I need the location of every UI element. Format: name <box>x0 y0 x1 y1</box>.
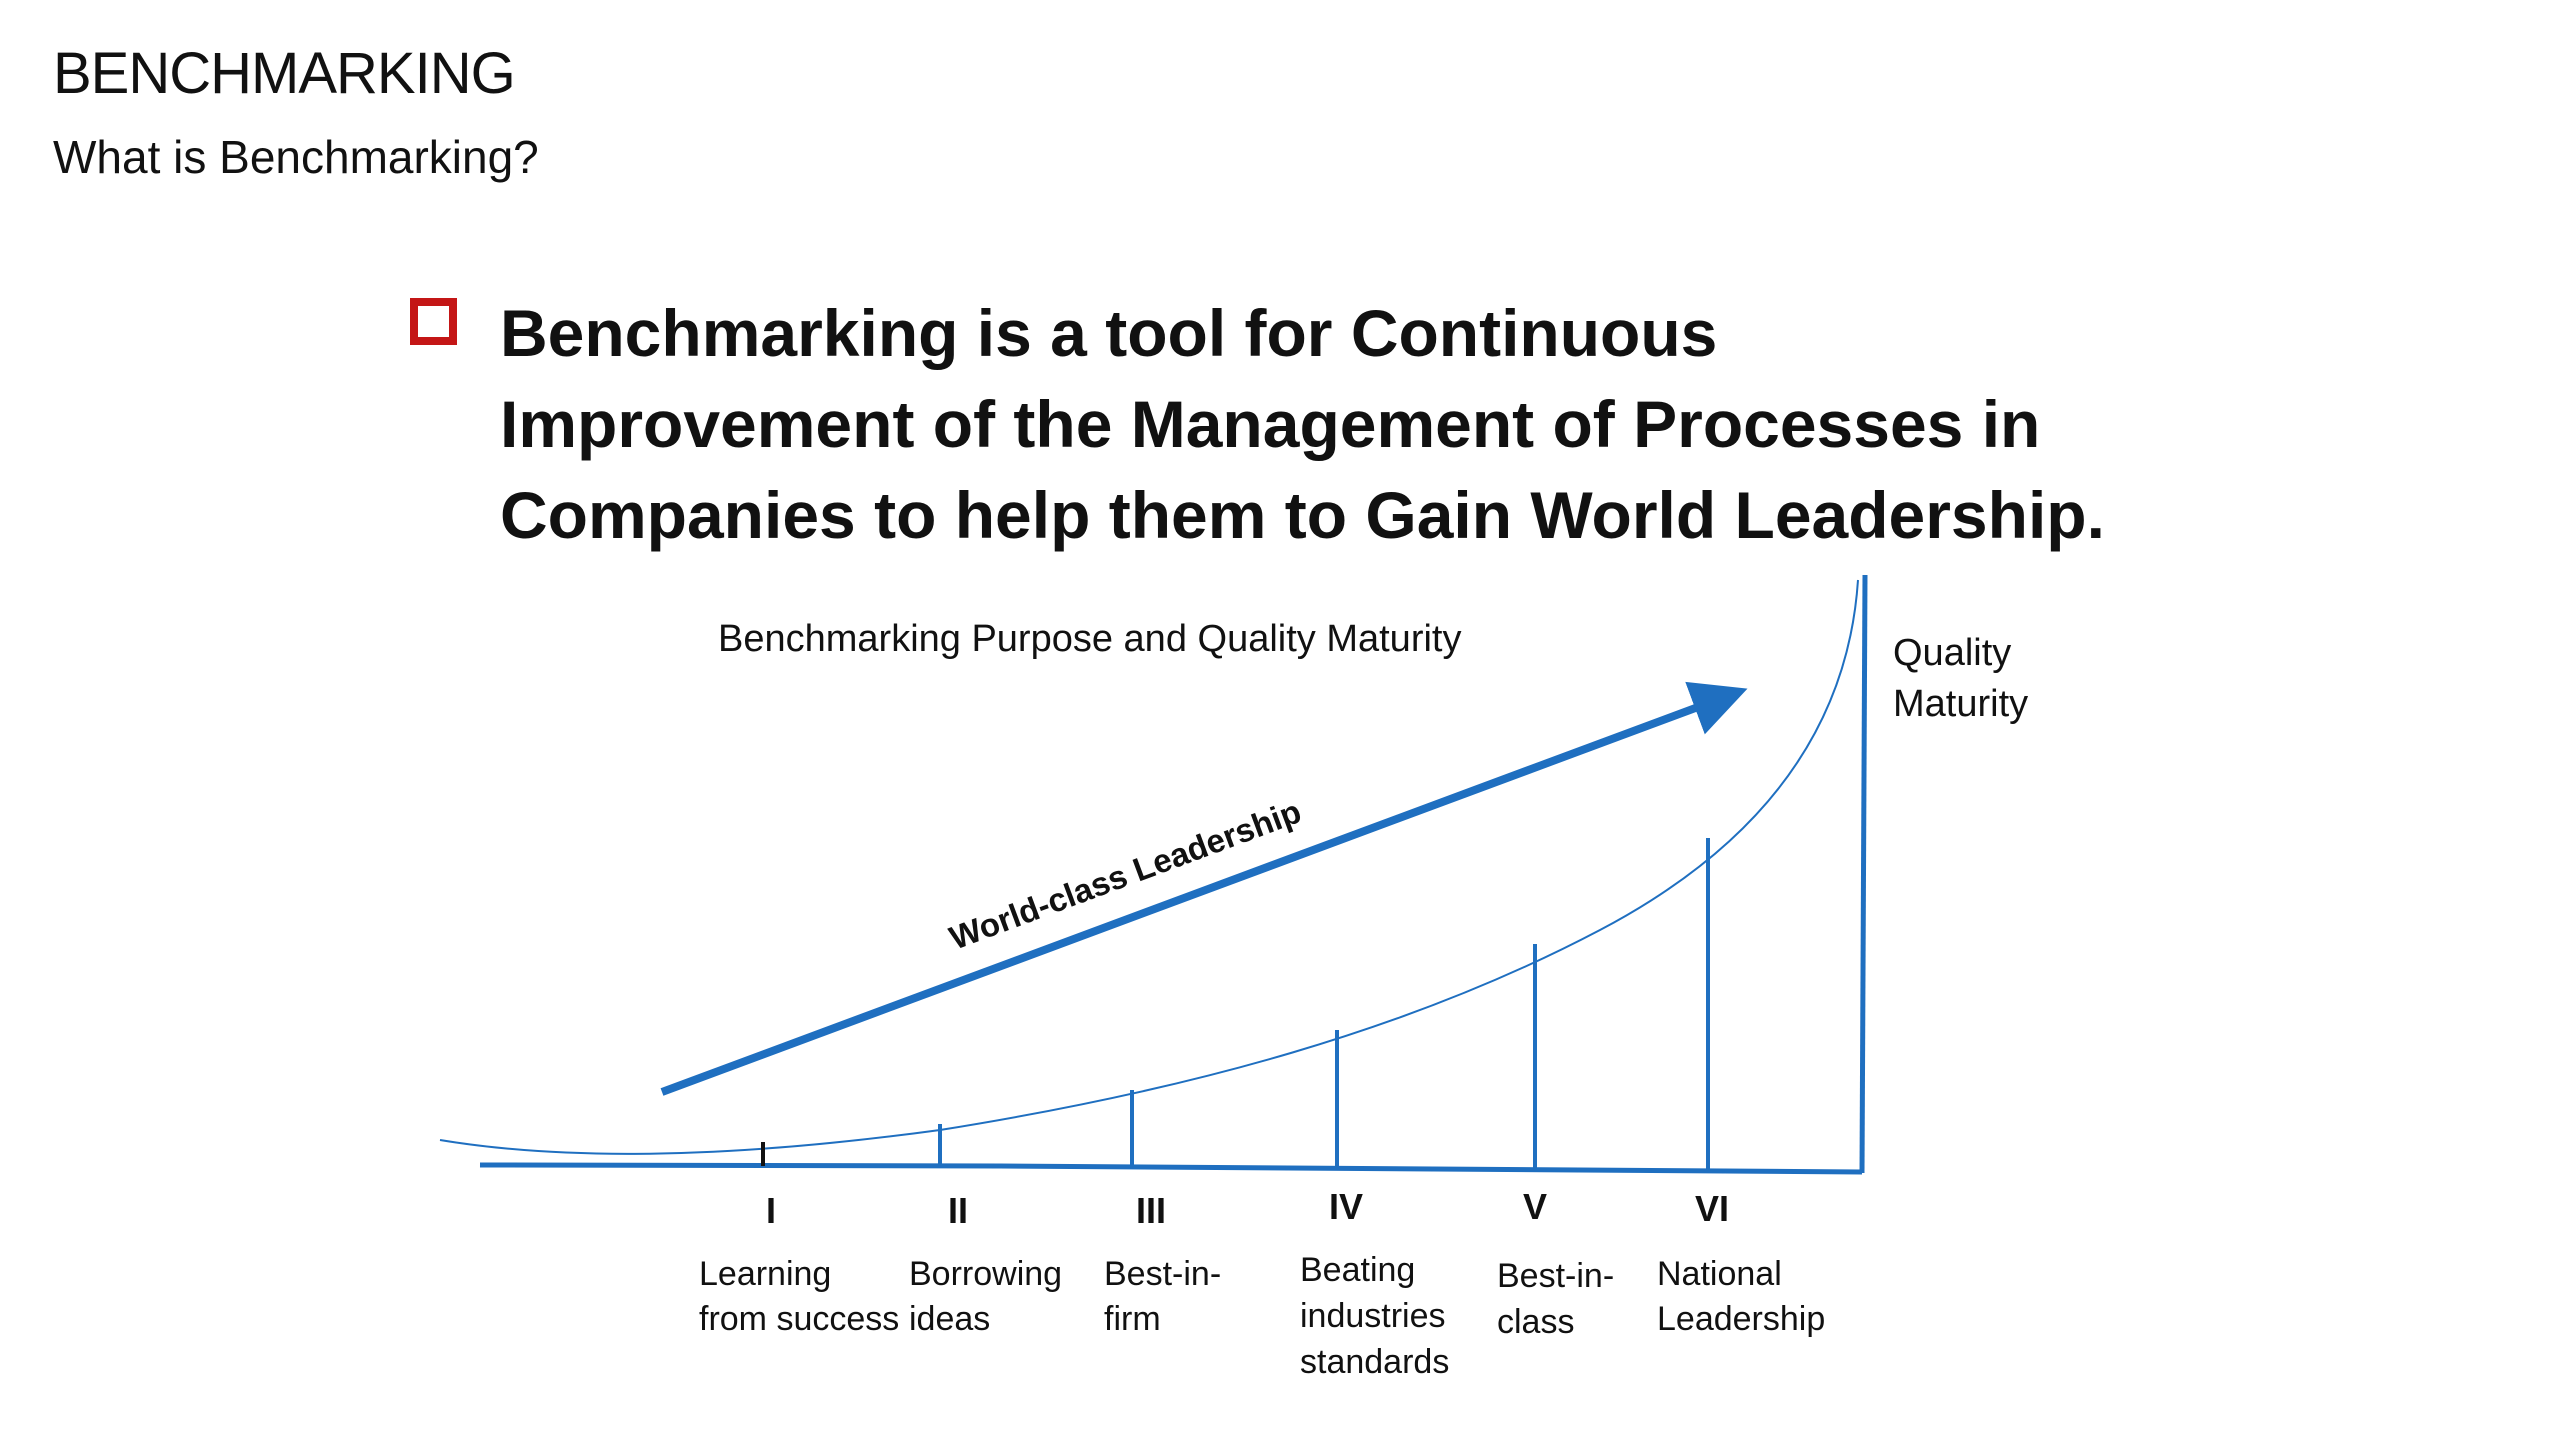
stage-numeral: III <box>1136 1190 1166 1231</box>
statement-line: Companies to help them to Gain World Lea… <box>500 478 2105 552</box>
stage-label: Best-in- firm <box>1104 1255 1231 1338</box>
stage-label: Best-in- class <box>1497 1257 1624 1341</box>
diagram-title: Benchmarking Purpose and Quality Maturit… <box>718 618 1461 660</box>
page-title: BENCHMARKING <box>53 41 516 106</box>
stage-label: National Leadership <box>1657 1255 1825 1338</box>
stage-label: Learning from success <box>699 1255 899 1338</box>
maturity-curve <box>439 579 1859 1155</box>
statement-line: Benchmarking is a tool for Continuous <box>500 296 1718 370</box>
stage-numeral: IV <box>1329 1186 1363 1227</box>
main-statement: Benchmarking is a tool for Continuous Im… <box>500 288 2200 561</box>
leadership-arrow <box>660 681 1748 1096</box>
checkbox-bullet-icon <box>410 298 457 345</box>
stage-numeral: V <box>1523 1186 1547 1227</box>
stage-label: Beating industries standards <box>1300 1251 1455 1381</box>
y-axis-label: Quality Maturity <box>1893 632 2028 725</box>
y-axis-line <box>1859 574 1868 1174</box>
stage-label: Borrowing ideas <box>909 1255 1072 1338</box>
stage-numeral: VI <box>1695 1188 1729 1229</box>
statement-line: Improvement of the Management of Process… <box>500 387 2041 461</box>
page-subtitle: What is Benchmarking? <box>53 131 539 183</box>
stage-numeral: I <box>766 1190 776 1231</box>
stage-numeral: II <box>948 1190 968 1231</box>
x-axis-line <box>479 1162 1863 1175</box>
